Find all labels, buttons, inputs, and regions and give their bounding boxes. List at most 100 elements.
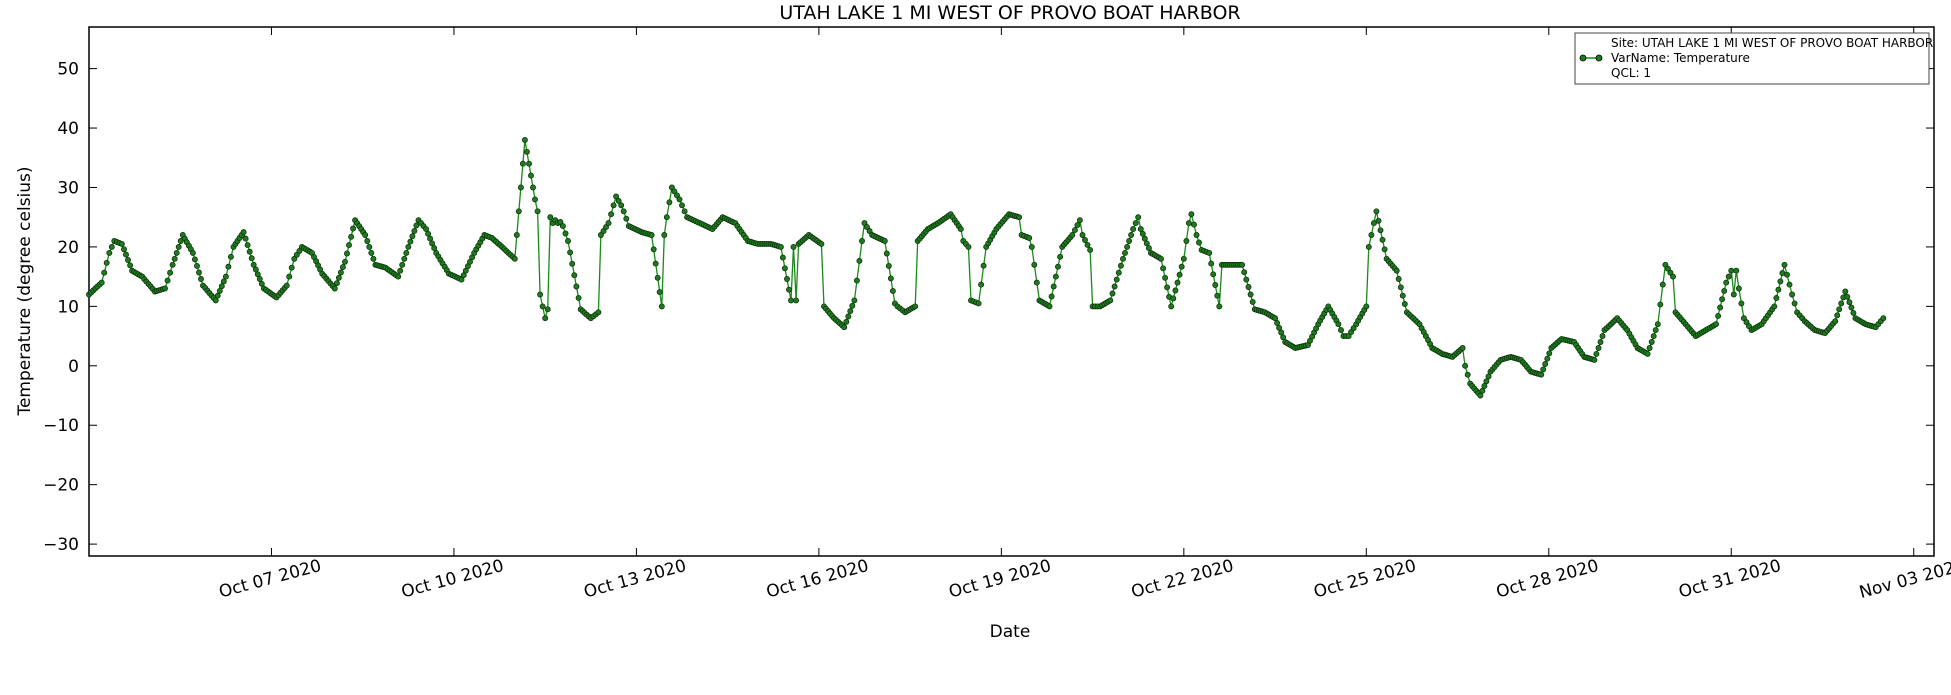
data-point: [1168, 303, 1175, 310]
data-point: [1654, 321, 1661, 328]
data-point: [615, 197, 622, 204]
data-point: [515, 208, 522, 215]
data-point: [1115, 269, 1122, 276]
data-point: [608, 211, 615, 218]
data-point: [1593, 350, 1600, 357]
data-point: [244, 242, 251, 249]
data-point: [240, 229, 247, 236]
data-point: [856, 257, 863, 264]
data-point: [1087, 246, 1094, 253]
data-point: [1738, 300, 1745, 307]
y-tick-label: −20: [43, 476, 79, 496]
y-axis: −30 −20 −10 0 10 20 30 40 50: [43, 60, 1934, 555]
data-point: [534, 208, 541, 215]
data-point: [569, 260, 576, 267]
data-point: [1648, 339, 1655, 345]
data-point: [1464, 371, 1471, 378]
data-point: [1880, 315, 1887, 322]
data-point: [654, 274, 661, 281]
data-point: [1728, 267, 1735, 274]
data-point: [1196, 239, 1202, 246]
data-point: [1462, 362, 1469, 369]
data-point: [1076, 217, 1083, 224]
data-point: [1139, 230, 1146, 237]
x-tick-label: Oct 10 2020: [399, 556, 506, 603]
data-point: [429, 240, 436, 247]
data-point: [573, 283, 580, 290]
data-point: [843, 318, 850, 325]
data-point: [530, 184, 536, 191]
data-point: [256, 276, 263, 282]
data-point: [1483, 378, 1490, 385]
data-point: [171, 255, 178, 262]
data-point: [889, 287, 896, 294]
data-point: [1725, 273, 1732, 280]
data-point: [225, 263, 232, 270]
data-point: [364, 238, 371, 244]
data-point: [779, 254, 786, 261]
data-point: [1120, 255, 1126, 262]
x-tick-label: Oct 22 2020: [1129, 556, 1236, 603]
data-point: [1191, 221, 1197, 228]
data-point: [1158, 255, 1164, 262]
data-point: [227, 253, 234, 260]
data-point: [1733, 267, 1740, 274]
data-point: [1791, 300, 1798, 307]
data-point: [425, 230, 432, 237]
data-point: [1771, 303, 1778, 310]
data-point: [1128, 232, 1135, 238]
data-point: [980, 262, 987, 269]
data-point: [1026, 235, 1033, 241]
data-point: [346, 242, 352, 249]
data-point: [125, 257, 131, 263]
y-tick-label: −30: [43, 535, 79, 555]
data-point: [793, 297, 800, 304]
data-point: [841, 324, 848, 331]
data-point: [532, 196, 538, 203]
data-point: [1740, 315, 1747, 322]
data-point: [1145, 245, 1152, 252]
data-point: [348, 233, 355, 240]
data-point: [1216, 303, 1223, 310]
data-point: [246, 248, 253, 255]
data-point: [849, 302, 856, 309]
data-point: [542, 315, 549, 322]
data-point: [887, 275, 894, 282]
data-point: [252, 266, 259, 273]
data-point: [173, 249, 180, 256]
data-point: [1538, 371, 1545, 378]
data-point: [331, 285, 338, 292]
x-tick-label: Nov 03 2020: [1857, 555, 1951, 603]
data-point: [1544, 355, 1551, 362]
data-point: [103, 259, 110, 266]
data-point: [1393, 267, 1400, 274]
data-point: [1850, 309, 1857, 316]
data-point: [175, 243, 182, 250]
data-point: [167, 269, 174, 276]
data-point: [1126, 238, 1133, 244]
data-point: [1272, 315, 1279, 322]
data-point: [1650, 333, 1657, 340]
data-point: [620, 208, 627, 215]
data-point: [1249, 298, 1256, 305]
data-point: [618, 202, 625, 209]
data-point: [403, 249, 410, 256]
data-point: [978, 281, 985, 288]
data-point: [1335, 321, 1342, 328]
data-point: [1082, 237, 1088, 243]
data-point: [661, 232, 668, 238]
data-point: [1368, 232, 1375, 238]
data-point: [399, 261, 406, 268]
data-point: [1781, 261, 1788, 268]
data-point: [1069, 232, 1076, 238]
data-point: [288, 264, 295, 271]
x-tick-label: Oct 16 2020: [764, 556, 871, 603]
data-point: [1243, 276, 1250, 283]
data-point: [1842, 288, 1849, 295]
data-point: [656, 289, 663, 296]
data-point: [784, 276, 790, 282]
data-point: [431, 245, 438, 252]
y-tick-label: 20: [57, 238, 79, 258]
data-point: [218, 283, 225, 290]
